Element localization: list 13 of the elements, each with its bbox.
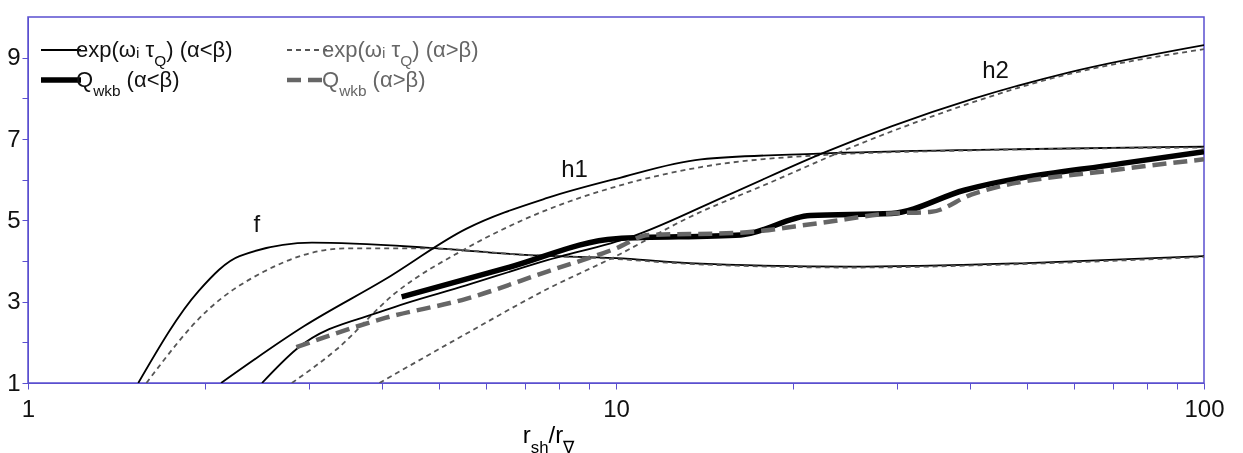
x-tick-label: 10 — [603, 394, 630, 422]
y-tick-label: 5 — [7, 205, 21, 233]
y-tick-label: 3 — [7, 287, 21, 315]
y-tick-label: 7 — [7, 124, 21, 152]
x-axis-title: r$_{sh}$/r$_{∇}$ — [522, 420, 576, 453]
x-tick-label: 100 — [1184, 394, 1225, 422]
annotation: h1 — [561, 154, 588, 182]
y-tick-label: 1 — [7, 368, 21, 396]
annotation: h2 — [982, 56, 1009, 84]
annotation: f — [253, 210, 261, 238]
y-tick-label: 9 — [7, 43, 21, 71]
legend-label: exp(ωᵢ τ$_{Q}$) (α<β) — [76, 37, 233, 69]
legend-label: exp(ωᵢ τ$_{Q}$) (α>β) — [322, 37, 479, 69]
